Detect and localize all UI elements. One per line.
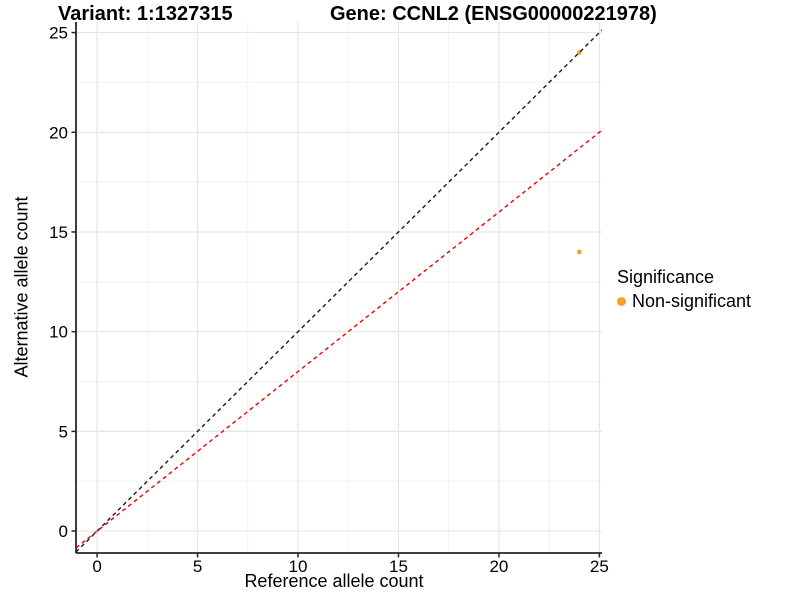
x-tick-label: 5: [193, 557, 202, 576]
x-tick-label: 0: [92, 557, 101, 576]
y-axis-title: Alternative allele count: [11, 196, 32, 378]
legend-item-non-significant: Non-significant: [617, 291, 751, 312]
plot-panel: [76, 22, 602, 553]
y-tick-label: 5: [59, 422, 68, 441]
x-axis-title: Reference allele count: [244, 571, 424, 591]
data-point: [576, 249, 582, 255]
x-tick-label: 10: [289, 557, 308, 576]
plot-title-variant: Variant: 1:1327315: [58, 3, 233, 25]
identity-line: [76, 29, 602, 553]
y-tick-label: 10: [49, 323, 68, 342]
y-tick-label: 20: [49, 123, 68, 142]
legend-point-icon: [617, 297, 626, 306]
legend-title: Significance: [617, 267, 715, 287]
x-tick-label: 25: [590, 557, 609, 576]
expected-ratio-line: [76, 129, 602, 549]
legend-item-label: Non-significant: [632, 291, 752, 311]
y-tick-label: 25: [49, 24, 68, 43]
plot-title-gene: Gene: CCNL2 (ENSG00000221978): [330, 3, 657, 25]
x-tick-label: 15: [389, 557, 408, 576]
legend: Significance Non-significant: [617, 267, 751, 312]
y-tick-label: 15: [49, 223, 68, 242]
x-tick-label: 20: [489, 557, 508, 576]
y-tick-label: 0: [59, 522, 68, 541]
